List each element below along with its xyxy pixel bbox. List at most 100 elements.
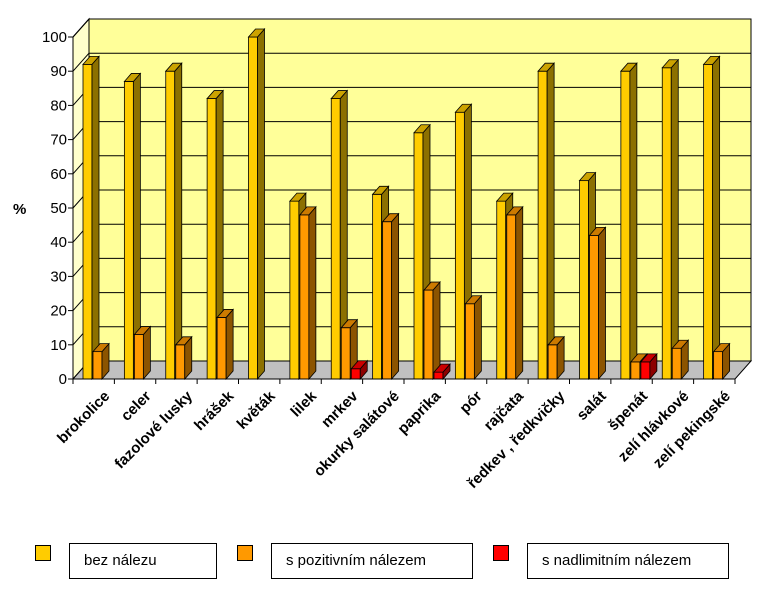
- bar-series2-11-side: [515, 205, 524, 381]
- bar-series2-15-front: [671, 347, 682, 380]
- bar-series3-9: [433, 363, 451, 381]
- y-tick-label: 40: [50, 234, 67, 251]
- bar-series1-15-side: [670, 58, 679, 381]
- bar-series2-16: [712, 342, 731, 381]
- bar-series1-14: [619, 62, 638, 381]
- bar-series2-16-front: [713, 351, 724, 380]
- x-tick-label: salát: [573, 388, 609, 424]
- bar-series2-9-side: [432, 281, 441, 381]
- legend-swatch-bez-nalezu: [35, 545, 51, 561]
- bar-series2-12-top: [547, 336, 566, 346]
- bar-series2-1: [92, 342, 110, 381]
- y-tick-label: 60: [50, 166, 67, 183]
- bar-series2-14-top: [629, 353, 648, 363]
- bar-series2-12: [547, 335, 566, 381]
- bar-series1-3-side: [174, 62, 183, 381]
- bar-series1-2-top: [123, 73, 142, 82]
- bar-series1-16: [702, 55, 721, 381]
- gridline-side: [72, 52, 90, 72]
- bar-series3-7-top: [350, 360, 369, 370]
- bar-series2-9: [423, 281, 441, 381]
- y-tick-label: 100: [42, 29, 67, 46]
- x-tick-label: paprika: [394, 387, 444, 437]
- bar-series2-15-top: [671, 339, 690, 349]
- bar-series2-4-side: [225, 308, 234, 381]
- bar-series1-9-top: [413, 124, 431, 134]
- bar-series1-8-top: [371, 185, 390, 195]
- bar-series1-6-top: [288, 192, 307, 202]
- bar-series1-11-top: [495, 192, 514, 202]
- y-tick-label: 20: [50, 303, 67, 320]
- bar-series2-9-top: [423, 281, 441, 291]
- bar-series2-6-side: [308, 205, 317, 381]
- bar-series1-2-front: [123, 81, 134, 380]
- bar-series1-5-side: [257, 27, 265, 381]
- bar-series1-7-front: [330, 98, 341, 380]
- bar-series2-2-top: [133, 326, 152, 335]
- bar-series1-14-side: [629, 62, 638, 381]
- x-tick-label: hrášek: [191, 387, 238, 434]
- bar-series1-16-side: [712, 55, 721, 381]
- bar-series2-10: [464, 294, 483, 381]
- bar-series2-10-side: [473, 294, 482, 381]
- bar-series1-15: [661, 58, 680, 381]
- bar-series2-14-front: [630, 361, 641, 380]
- bar-series3-7-front: [350, 368, 361, 380]
- bar-series2-4: [216, 308, 235, 381]
- bar-series1-12-side: [546, 62, 555, 381]
- bar-series1-5-top: [247, 28, 266, 38]
- legend-label-s-pozitivnim-nalezem: s pozitivním nálezem: [271, 543, 473, 579]
- bar-series1-14-front: [620, 70, 631, 380]
- y-tick-label: 80: [50, 97, 67, 114]
- bar-series2-13-top: [588, 226, 607, 236]
- gridline-side: [72, 18, 90, 38]
- bar-series1-12-top: [537, 62, 556, 72]
- bar-series2-10-front: [464, 303, 475, 380]
- bar-series2-2: [133, 325, 152, 381]
- bar-series1-1-top: [82, 55, 100, 65]
- bar-series3-9-front: [433, 371, 444, 380]
- bar-series2-7-top: [340, 319, 359, 329]
- y-tick-label: 10: [50, 337, 67, 354]
- bar-series1-5-front: [248, 36, 258, 380]
- bar-series1-12-front: [537, 70, 548, 380]
- bar-series2-15: [671, 339, 690, 381]
- y-tick-label: 70: [50, 132, 67, 149]
- bar-series3-14-top: [639, 353, 658, 363]
- bar-series1-7-top: [330, 90, 349, 99]
- y-axis: 0 10 20 30 40 50 60 70 80 90 100: [42, 29, 74, 388]
- legend-label-s-nadlimitnim-nalezem: s nadlimitním nálezem: [527, 543, 729, 579]
- bar-series1-10-front: [454, 111, 465, 380]
- bar-series1-13-front: [579, 180, 589, 380]
- x-tick-label: lilek: [287, 387, 320, 420]
- bar-series2-4-front: [216, 317, 227, 380]
- bar-series3-14-front: [640, 361, 651, 380]
- x-tick-label: pór: [456, 388, 485, 417]
- bar-series1-4-top: [206, 90, 225, 99]
- bar-series2-8-front: [382, 221, 393, 380]
- bar-series2-11: [505, 205, 524, 381]
- bar-series2-3: [174, 335, 193, 381]
- bar-series2-11-front: [506, 214, 517, 380]
- bar-series1-9-front: [413, 132, 424, 380]
- legend-swatch-s-nadlimitnim-nalezem: [493, 545, 509, 561]
- bar-series2-7-front: [340, 327, 351, 380]
- bar-series2-8-side: [391, 212, 400, 381]
- bar-series1-3-front: [165, 70, 176, 380]
- bar-series3-14: [639, 352, 658, 381]
- bar-series2-13-side: [598, 226, 606, 381]
- bar-series2-13: [588, 226, 607, 381]
- bar-series1-12: [537, 62, 556, 381]
- bar-series1-3-top: [164, 62, 183, 72]
- bar-series1-3: [164, 62, 183, 381]
- legend-swatch-s-pozitivnim-nalezem: [237, 545, 253, 561]
- x-tick-label: květák: [234, 387, 280, 433]
- bar-series2-3-front: [175, 344, 186, 380]
- bar-series2-11-top: [505, 206, 524, 216]
- bar-series1-6-front: [289, 200, 300, 380]
- bar-series1-11-front: [496, 200, 507, 380]
- bar-series1-15-front: [661, 67, 672, 380]
- bar-series2-12-front: [547, 344, 558, 380]
- bar-series2-13-front: [589, 234, 599, 380]
